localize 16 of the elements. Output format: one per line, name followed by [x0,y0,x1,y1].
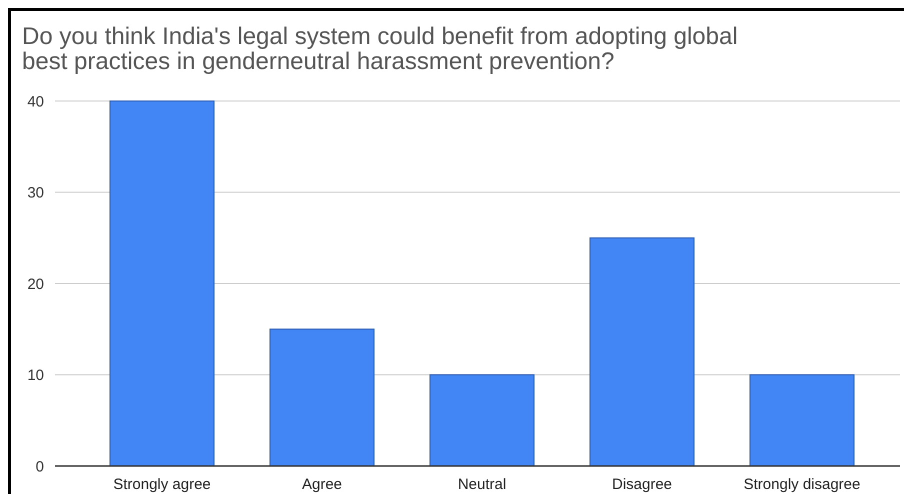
y-tick-label: 20 [27,276,44,293]
x-tick-label: Strongly agree [113,476,211,493]
x-tick-label: Strongly disagree [744,476,860,493]
y-tick-label: 10 [27,367,44,384]
y-tick-label: 0 [36,458,44,476]
bar [750,374,854,466]
y-tick-label: 40 [27,93,44,110]
chart-title: Do you think India's legal system could benefit from adopting global best practices in genderneutral harassment prevention? [22,23,738,75]
bar [590,237,694,466]
bar [430,374,534,466]
x-tick-label: Agree [302,476,342,493]
x-tick-label: Neutral [458,476,506,493]
bar [110,100,214,466]
y-tick-label: 30 [27,184,44,202]
bar [270,328,374,466]
x-tick-label: Disagree [612,476,672,493]
